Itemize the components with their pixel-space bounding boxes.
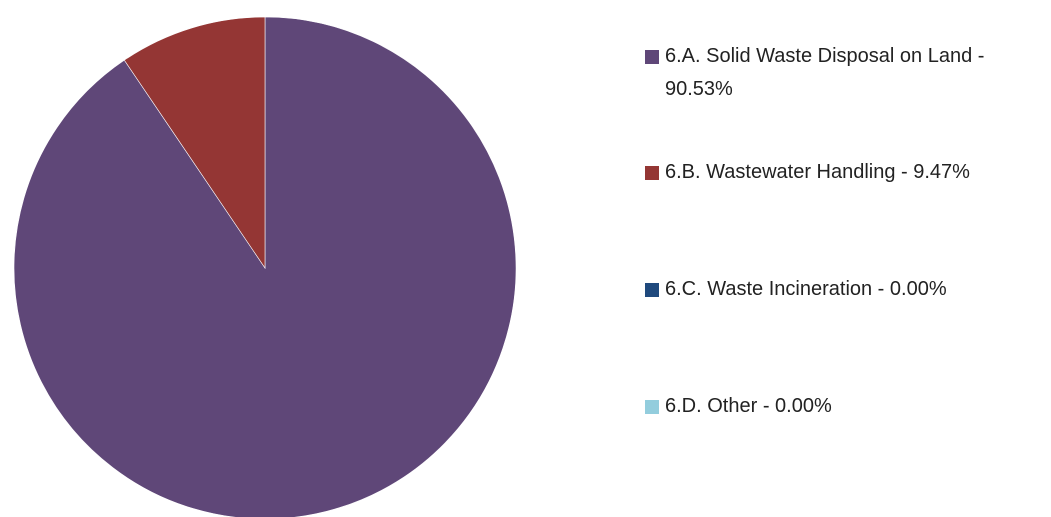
legend-swatch [645, 166, 659, 180]
legend-label: 6.A. Solid Waste Disposal on Land - 90.5… [665, 45, 985, 100]
legend-label: 6.C. Waste Incineration - 0.00% [665, 278, 947, 300]
pie-slice [123, 16, 266, 269]
legend-item: 6.B. Wastewater Handling - 9.47% [645, 156, 1030, 189]
legend-swatch [645, 50, 659, 64]
legend-swatch [645, 400, 659, 414]
legend-item: 6.A. Solid Waste Disposal on Land - 90.5… [645, 40, 1030, 106]
legend-label: 6.B. Wastewater Handling - 9.47% [665, 161, 970, 183]
legend-label: 6.D. Other - 0.00% [665, 395, 832, 417]
legend-item: 6.C. Waste Incineration - 0.00% [645, 273, 1030, 306]
legend-swatch [645, 283, 659, 297]
legend-item: 6.D. Other - 0.00% [645, 390, 1030, 423]
